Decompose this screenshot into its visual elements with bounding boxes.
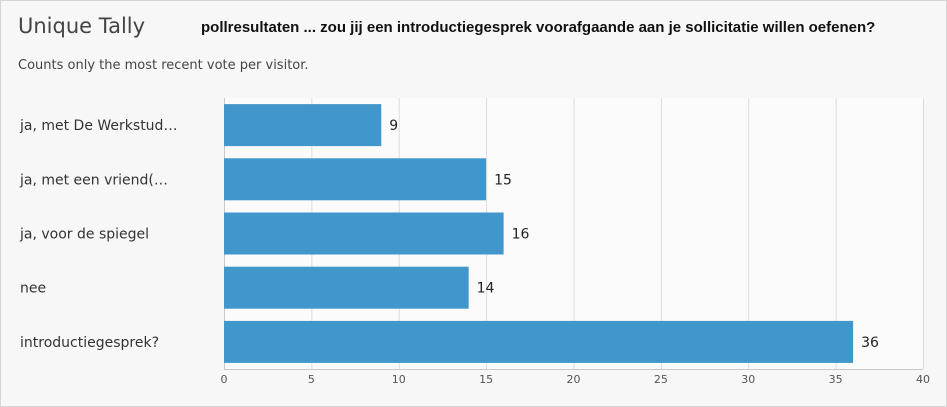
poll-question: pollresultaten ... zou jij een introduct…	[201, 19, 876, 36]
category-label: ja, met De Werkstud…	[19, 118, 177, 134]
x-tick-label: 40	[916, 373, 930, 386]
bar-value-label: 14	[477, 281, 495, 297]
bar	[224, 266, 469, 309]
x-tick-label: 20	[567, 373, 581, 386]
x-tick-label: 15	[479, 373, 493, 386]
bar	[224, 104, 382, 147]
x-tick-label: 10	[392, 373, 406, 386]
x-tick-label: 5	[308, 373, 315, 386]
panel-title: Unique Tally	[18, 14, 146, 38]
bar-value-label: 15	[494, 172, 512, 188]
bar	[224, 158, 487, 201]
x-tick-label: 30	[741, 373, 755, 386]
bar	[224, 212, 504, 255]
panel-subtitle: Counts only the most recent vote per vis…	[18, 58, 309, 73]
bar-value-label: 9	[389, 118, 398, 134]
category-label: ja, met een vriend(…	[19, 172, 168, 188]
bar-value-label: 16	[512, 227, 530, 243]
bar-value-label: 36	[861, 335, 879, 351]
category-label: nee	[20, 281, 46, 297]
bar	[224, 320, 854, 363]
category-label: ja, voor de spiegel	[19, 227, 149, 243]
x-tick-label: 35	[829, 373, 843, 386]
x-tick-label: 0	[221, 373, 228, 386]
x-tick-label: 25	[654, 373, 668, 386]
category-label: introductiegesprek?	[20, 335, 159, 351]
